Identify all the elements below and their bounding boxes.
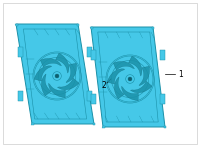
Polygon shape	[87, 47, 92, 57]
Polygon shape	[91, 27, 165, 127]
Polygon shape	[122, 86, 138, 100]
Polygon shape	[139, 66, 149, 86]
Polygon shape	[113, 61, 134, 70]
Polygon shape	[23, 29, 87, 119]
Circle shape	[128, 77, 132, 81]
Polygon shape	[152, 26, 154, 29]
Polygon shape	[114, 77, 124, 99]
Polygon shape	[16, 24, 94, 124]
Polygon shape	[57, 78, 79, 90]
Polygon shape	[40, 59, 61, 67]
Polygon shape	[98, 32, 158, 122]
Polygon shape	[18, 91, 23, 101]
Polygon shape	[93, 122, 95, 125]
Polygon shape	[15, 24, 18, 25]
Text: 2: 2	[102, 81, 106, 90]
Polygon shape	[66, 63, 76, 83]
Polygon shape	[31, 122, 34, 125]
Polygon shape	[90, 26, 93, 29]
Polygon shape	[77, 24, 79, 25]
Circle shape	[126, 75, 134, 83]
Polygon shape	[129, 56, 142, 76]
Polygon shape	[107, 69, 125, 84]
Polygon shape	[91, 50, 96, 60]
Polygon shape	[91, 94, 96, 104]
Polygon shape	[164, 126, 166, 127]
Text: 1: 1	[178, 70, 183, 78]
Circle shape	[53, 72, 61, 80]
Polygon shape	[160, 94, 165, 104]
Polygon shape	[56, 53, 69, 73]
Polygon shape	[41, 74, 51, 96]
Polygon shape	[18, 47, 23, 57]
Polygon shape	[49, 83, 65, 97]
Circle shape	[55, 74, 59, 78]
Polygon shape	[34, 66, 52, 81]
Polygon shape	[130, 81, 152, 93]
Polygon shape	[87, 91, 92, 101]
Polygon shape	[102, 126, 105, 127]
Polygon shape	[160, 50, 165, 60]
